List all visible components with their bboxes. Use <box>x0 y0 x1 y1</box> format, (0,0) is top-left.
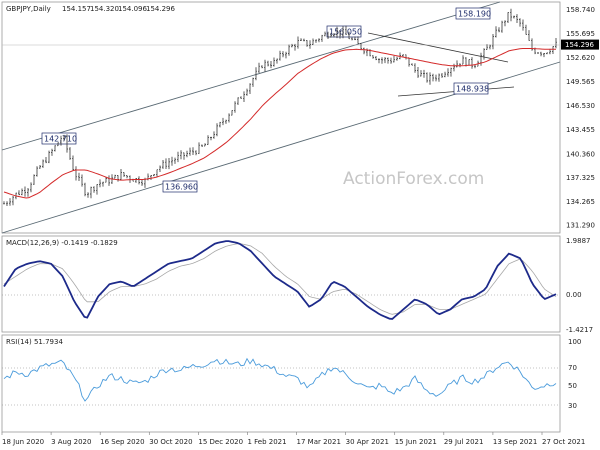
date-tick-label: 30 Apr 2021 <box>346 438 389 446</box>
annotation-148-938-text: 148.938 <box>456 85 489 94</box>
price-tick-label: 152.620 <box>566 54 595 62</box>
annotation-142-710: 142.710 <box>41 132 77 145</box>
ohlc-close: 154.296 <box>146 5 175 13</box>
macd-tick-min: -1.4217 <box>566 326 593 334</box>
price-tick-label: 140.360 <box>566 150 595 158</box>
rsi-header: RSI(14) 51.7934 <box>6 338 63 346</box>
macd-signal-line <box>3 243 557 315</box>
annotation-136-960: 136.960 <box>162 180 198 193</box>
macd-header: MACD(12,26,9) -0.1419 -0.1829 <box>6 239 118 247</box>
annotation-156-050: 156.050 <box>326 25 362 38</box>
date-tick-label: 16 Sep 2020 <box>100 438 144 446</box>
date-tick-label: 15 Jun 2021 <box>395 438 437 446</box>
price-axis-ticks: 131.290 134.265 137.325 140.360 143.455 146.5… <box>566 6 595 229</box>
price-tick-label: 149.565 <box>566 78 595 86</box>
date-tick-label: 30 Oct 2020 <box>149 438 192 446</box>
price-tick-label: 143.455 <box>566 126 595 134</box>
annotation-148-938: 148.938 <box>453 82 489 95</box>
rsi-tick-50: 50 <box>568 382 577 390</box>
triangle-upper-line <box>367 32 509 63</box>
annotation-142-710-box <box>41 132 77 145</box>
annotation-158-190-text: 158.190 <box>458 10 491 19</box>
rsi-tick-30: 30 <box>568 402 577 410</box>
macd-tick-max: 1.9887 <box>566 237 591 245</box>
price-tick-label: 137.325 <box>566 174 595 182</box>
annotation-158-190: 158.190 <box>455 7 491 20</box>
price-tick-label: 131.290 <box>566 222 595 230</box>
ohlc-open: 154.157 <box>62 5 91 13</box>
rsi-panel-frame <box>1 334 561 433</box>
annotation-156-050-box <box>326 25 362 38</box>
date-tick-label: 3 Aug 2020 <box>51 438 91 446</box>
annotation-136-960-box <box>162 180 198 193</box>
ohlc-readout: 154.157 154.320 154.096 154.296 <box>62 5 175 13</box>
macd-panel-frame <box>1 235 561 333</box>
ohlc-high: 154.320 <box>90 5 119 13</box>
last-price-tag: 154.296 <box>561 39 599 50</box>
date-tick-label: 15 Dec 2020 <box>198 438 243 446</box>
rsi-line <box>3 357 557 402</box>
annotation-156-050-text: 156.050 <box>329 28 362 37</box>
date-tick-label: 18 Jun 2020 <box>2 438 44 446</box>
watermark: ActionForex.com <box>343 169 484 189</box>
price-tick-label: 134.265 <box>566 198 595 206</box>
rsi-tick-100: 100 <box>568 338 581 346</box>
annotation-136-960-text: 136.960 <box>165 183 198 192</box>
ohlc-low: 154.096 <box>118 5 147 13</box>
date-tick-label: 13 Sep 2021 <box>493 438 537 446</box>
macd-tick-zero: 0.00 <box>566 291 582 299</box>
price-tick-label: 155.695 <box>566 30 595 38</box>
channel-upper-line <box>1 1 501 151</box>
symbol-label: GBPJPY,Daily <box>6 5 51 13</box>
indicator-lines <box>3 48 557 402</box>
date-tick-label: 1 Feb 2021 <box>247 438 286 446</box>
date-tick-label: 29 Jul 2021 <box>444 438 484 446</box>
date-axis-ticks: 18 Jun 2020 3 Aug 2020 16 Sep 2020 30 Oct 2… <box>1 432 585 446</box>
macd-line <box>3 240 557 320</box>
price-tick-label: 146.530 <box>566 102 595 110</box>
last-price-box <box>561 39 599 50</box>
annotation-142-710-text: 142.710 <box>44 135 77 144</box>
price-panel-frame <box>1 1 561 234</box>
rsi-tick-70: 70 <box>568 364 577 372</box>
price-tick-label: 158.740 <box>566 6 595 14</box>
annotation-148-938-box <box>453 82 489 95</box>
last-price-value: 154.296 <box>565 41 594 49</box>
date-tick-label: 17 Mar 2021 <box>297 438 341 446</box>
annotation-158-190-box <box>455 7 491 20</box>
date-tick-label: 27 Oct 2021 <box>542 438 585 446</box>
moving-average-line <box>3 48 556 199</box>
